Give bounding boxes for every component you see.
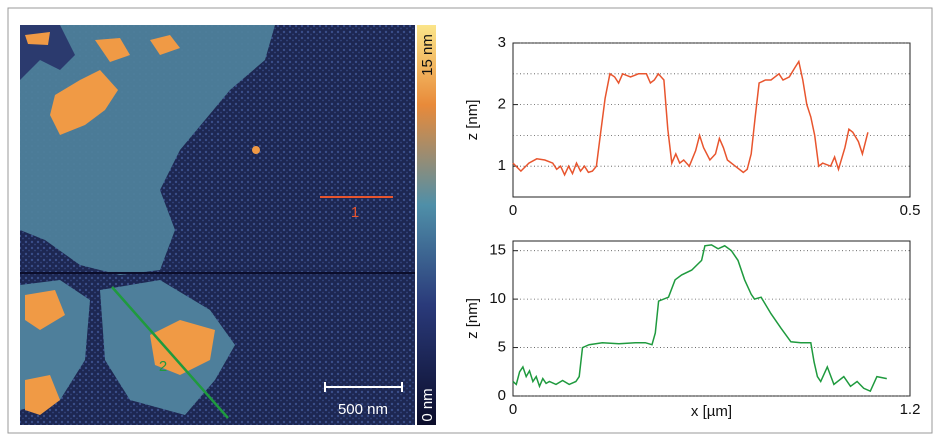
y-tick-label: 3 [498, 34, 506, 51]
data-line [512, 244, 887, 393]
colorbar-min-label: 0 nm [419, 388, 436, 421]
x-tick-label: 0.5 [900, 202, 921, 219]
y-tick-label: 5 [498, 339, 506, 356]
data-line [512, 59, 869, 177]
y-tick-label: 1 [498, 157, 506, 174]
y-tick-label: 2 [498, 96, 506, 113]
plot-area [512, 42, 911, 198]
plot-area [512, 240, 911, 397]
x-tick-label: 0 [509, 202, 517, 219]
scale-bar-label: 500 nm [338, 401, 388, 418]
x-axis-label: x [µm] [691, 403, 732, 420]
profile-label: 2 [159, 358, 167, 375]
y-tick-label: 15 [489, 242, 506, 259]
y-tick-label: 0 [498, 387, 506, 404]
afm-image: 1 2 500 nm 15 nm 0 nm [20, 25, 436, 425]
frame [7, 7, 933, 434]
profile-label: 1 [351, 204, 359, 221]
y-axis-label: z [nm] [464, 100, 481, 141]
colorbar [417, 25, 436, 425]
colorbar-max-label: 15 nm [419, 34, 436, 76]
x-tick-label: 0 [509, 401, 517, 418]
y-axis-label: z [nm] [464, 298, 481, 339]
x-tick-label: 1.2 [900, 401, 921, 418]
y-tick-label: 10 [489, 290, 506, 307]
